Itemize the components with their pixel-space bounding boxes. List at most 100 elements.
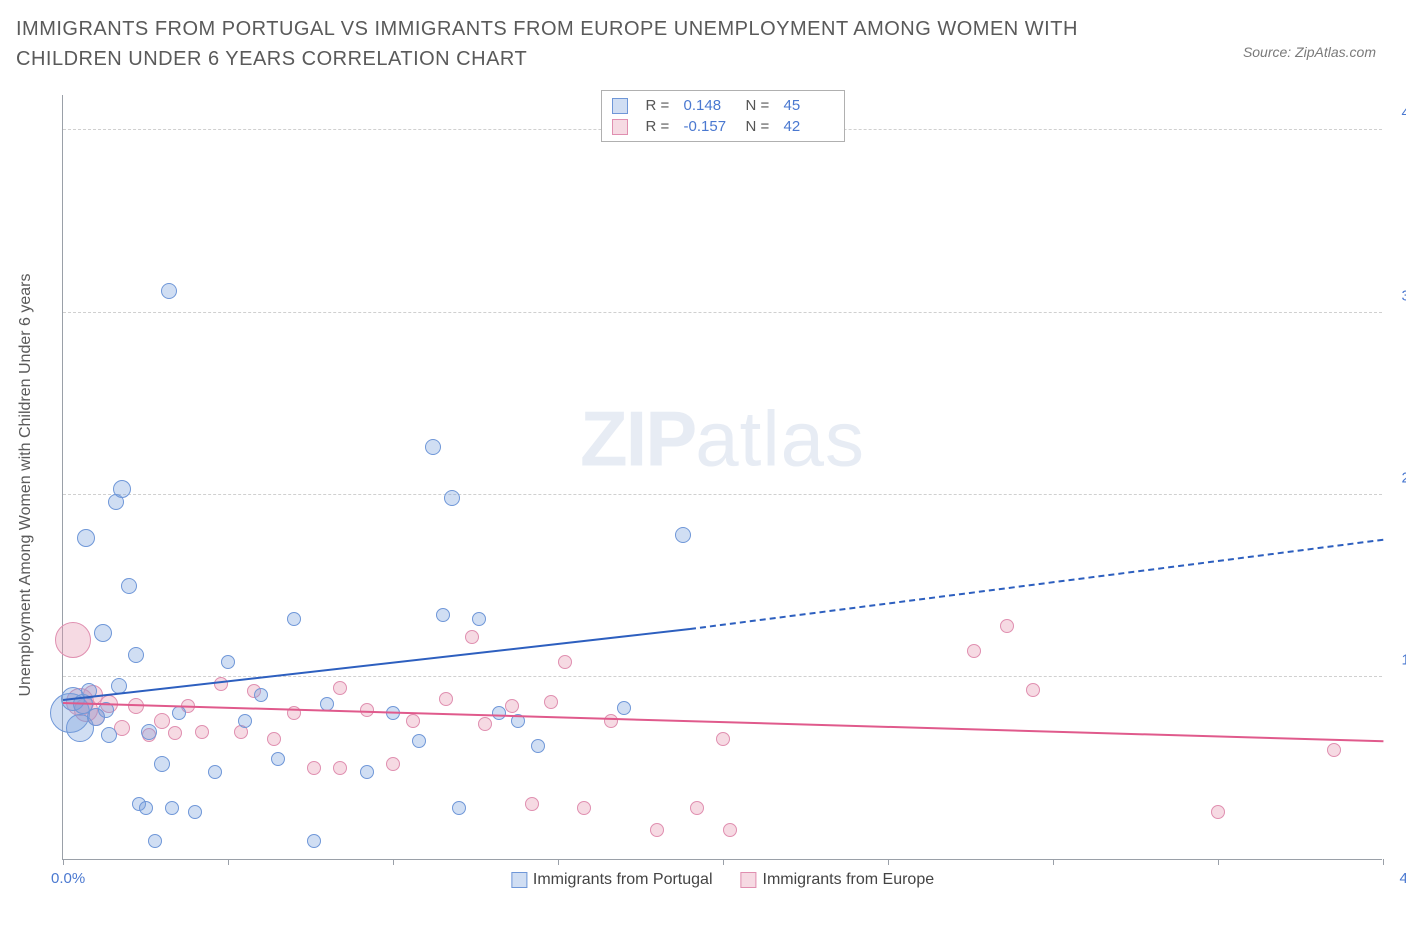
swatch-portugal xyxy=(511,872,527,888)
x-tick xyxy=(228,859,229,865)
data-point-portugal xyxy=(254,688,268,702)
data-point-portugal xyxy=(128,647,144,663)
data-point-europe xyxy=(505,699,519,713)
series-legend: Immigrants from Portugal Immigrants from… xyxy=(511,871,934,889)
data-point-portugal xyxy=(287,612,301,626)
data-point-portugal xyxy=(436,608,450,622)
data-point-portugal xyxy=(139,801,153,815)
chart-container: Unemployment Among Women with Children U… xyxy=(16,95,1390,875)
r-label: R = xyxy=(646,95,672,116)
data-point-portugal xyxy=(172,706,186,720)
data-point-europe xyxy=(195,725,209,739)
data-point-portugal xyxy=(121,578,137,594)
y-axis-label: Unemployment Among Women with Children U… xyxy=(17,273,35,696)
x-tick xyxy=(1053,859,1054,865)
data-point-europe xyxy=(465,630,479,644)
watermark: ZIPatlas xyxy=(580,393,865,484)
data-point-europe xyxy=(1211,805,1225,819)
data-point-portugal xyxy=(425,439,441,455)
data-point-europe xyxy=(307,761,321,775)
data-point-portugal xyxy=(492,706,506,720)
data-point-europe xyxy=(525,797,539,811)
legend-label-portugal: Immigrants from Portugal xyxy=(533,871,713,888)
y-tick-label: 30.0% xyxy=(1389,287,1406,304)
plot-area: ZIPatlas R = 0.148 N = 45 R = -0.157 N =… xyxy=(62,95,1382,860)
y-tick-label: 40.0% xyxy=(1389,105,1406,122)
data-point-portugal xyxy=(94,624,112,642)
data-point-europe xyxy=(478,717,492,731)
data-point-europe xyxy=(1026,683,1040,697)
data-point-europe xyxy=(406,714,420,728)
x-tick xyxy=(723,859,724,865)
data-point-europe xyxy=(558,655,572,669)
data-point-portugal xyxy=(238,714,252,728)
data-point-portugal xyxy=(113,480,131,498)
data-point-portugal xyxy=(360,765,374,779)
data-point-portugal xyxy=(271,752,285,766)
data-point-europe xyxy=(333,681,347,695)
x-axis-min-label: 0.0% xyxy=(51,870,85,887)
data-point-europe xyxy=(386,757,400,771)
data-point-europe xyxy=(577,801,591,815)
n-value-portugal: 45 xyxy=(784,95,834,116)
data-point-europe xyxy=(168,726,182,740)
data-point-portugal xyxy=(412,734,426,748)
x-tick xyxy=(63,859,64,865)
gridline xyxy=(63,312,1382,313)
legend-row-portugal: R = 0.148 N = 45 xyxy=(612,95,834,116)
data-point-portugal xyxy=(531,739,545,753)
data-point-portugal xyxy=(148,834,162,848)
data-point-europe xyxy=(55,622,91,658)
data-point-portugal xyxy=(307,834,321,848)
x-tick xyxy=(1383,859,1384,865)
x-axis-max-label: 40.0% xyxy=(1399,870,1406,887)
trend-line xyxy=(63,628,690,701)
x-tick xyxy=(1218,859,1219,865)
data-point-europe xyxy=(439,692,453,706)
data-point-europe xyxy=(967,644,981,658)
y-tick-label: 20.0% xyxy=(1389,469,1406,486)
r-label: R = xyxy=(646,116,672,137)
swatch-europe xyxy=(741,872,757,888)
data-point-europe xyxy=(214,677,228,691)
correlation-legend: R = 0.148 N = 45 R = -0.157 N = 42 xyxy=(601,90,845,142)
data-point-portugal xyxy=(221,655,235,669)
n-value-europe: 42 xyxy=(784,116,834,137)
data-point-portugal xyxy=(165,801,179,815)
y-tick-label: 10.0% xyxy=(1389,651,1406,668)
x-tick xyxy=(558,859,559,865)
data-point-europe xyxy=(1327,743,1341,757)
data-point-europe xyxy=(267,732,281,746)
legend-item-portugal: Immigrants from Portugal xyxy=(511,871,713,889)
legend-label-europe: Immigrants from Europe xyxy=(763,871,935,888)
source-attribution: Source: ZipAtlas.com xyxy=(1243,44,1376,60)
data-point-europe xyxy=(1000,619,1014,633)
data-point-portugal xyxy=(188,805,202,819)
watermark-zip: ZIP xyxy=(580,394,695,482)
data-point-portugal xyxy=(444,490,460,506)
data-point-portugal xyxy=(675,527,691,543)
n-label: N = xyxy=(746,95,772,116)
n-label: N = xyxy=(746,116,772,137)
data-point-portugal xyxy=(161,283,177,299)
swatch-portugal xyxy=(612,98,628,114)
x-tick xyxy=(888,859,889,865)
data-point-europe xyxy=(333,761,347,775)
data-point-portugal xyxy=(617,701,631,715)
r-value-europe: -0.157 xyxy=(684,116,734,137)
data-point-europe xyxy=(690,801,704,815)
data-point-portugal xyxy=(472,612,486,626)
x-tick xyxy=(393,859,394,865)
data-point-portugal xyxy=(141,724,157,740)
data-point-europe xyxy=(716,732,730,746)
legend-item-europe: Immigrants from Europe xyxy=(741,871,935,889)
data-point-europe xyxy=(650,823,664,837)
gridline xyxy=(63,494,1382,495)
data-point-portugal xyxy=(208,765,222,779)
swatch-europe xyxy=(612,119,628,135)
legend-row-europe: R = -0.157 N = 42 xyxy=(612,116,834,137)
data-point-portugal xyxy=(452,801,466,815)
data-point-portugal xyxy=(101,727,117,743)
data-point-portugal xyxy=(77,529,95,547)
data-point-europe xyxy=(604,714,618,728)
